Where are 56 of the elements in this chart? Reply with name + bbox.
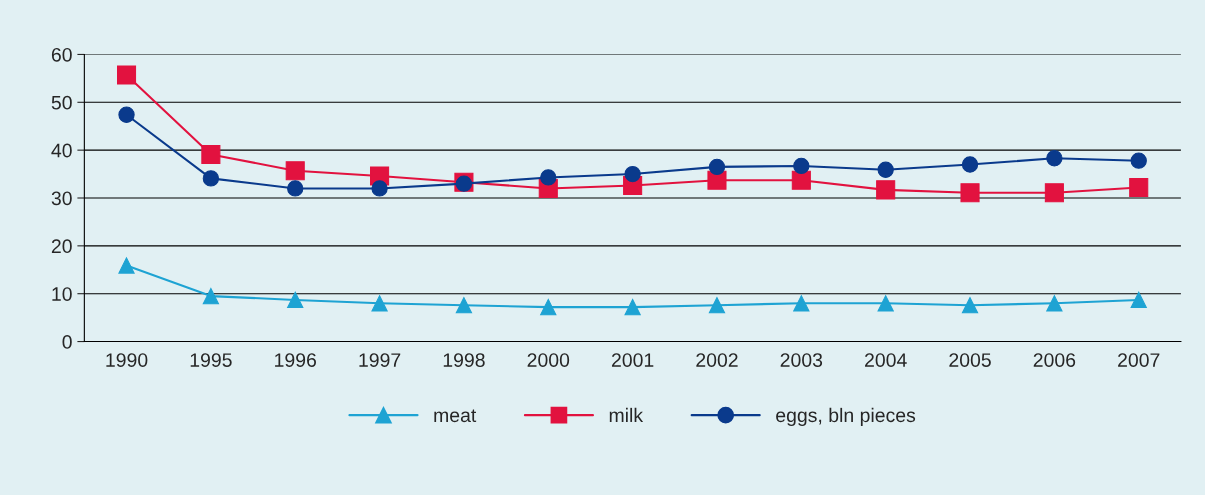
x-tick-label: 1997 <box>359 353 401 367</box>
point <box>1044 183 1064 203</box>
point <box>118 106 135 123</box>
y-tick-label: 50 <box>51 95 72 110</box>
point <box>708 158 726 176</box>
point <box>1046 295 1063 312</box>
y-tick-label: 0 <box>62 335 72 349</box>
x-tick-label: 2006 <box>1033 353 1076 367</box>
point <box>118 257 135 274</box>
point <box>624 165 641 183</box>
point <box>793 157 810 175</box>
x-tick-label: 2005 <box>949 353 991 367</box>
y-tick-label: 10 <box>52 287 72 301</box>
point <box>1046 150 1063 167</box>
legend-label: meat <box>434 409 477 423</box>
point <box>793 295 810 312</box>
x-tick-label: 2004 <box>865 353 907 367</box>
point <box>371 295 388 312</box>
point <box>876 180 896 200</box>
point <box>1130 291 1147 309</box>
point <box>877 161 894 178</box>
y-tick-label: 60 <box>51 47 72 62</box>
point <box>287 291 304 309</box>
point <box>1130 152 1147 169</box>
point <box>455 297 473 314</box>
point <box>791 170 811 190</box>
point <box>202 287 220 305</box>
x-tick-label: 1990 <box>106 353 148 367</box>
point <box>287 180 304 197</box>
point <box>961 297 979 314</box>
point <box>116 65 137 85</box>
point <box>961 156 979 173</box>
x-tick-label: 2000 <box>527 353 570 367</box>
x-tick-label: 2001 <box>611 353 654 367</box>
point <box>624 298 641 316</box>
point <box>540 298 557 316</box>
point <box>960 183 980 203</box>
legend-label: milk <box>609 407 644 422</box>
y-tick-label: 40 <box>51 143 72 158</box>
y-tick-label: 30 <box>51 191 72 206</box>
x-tick-label: 2003 <box>780 353 823 367</box>
point <box>708 297 726 314</box>
x-tick-label: 2007 <box>1118 353 1160 367</box>
point <box>371 180 388 197</box>
point <box>1129 177 1149 198</box>
x-tick-label: 1996 <box>275 353 316 367</box>
x-tick-label: 2002 <box>696 353 738 367</box>
point <box>202 170 220 187</box>
x-tick-label: 1998 <box>443 353 485 367</box>
point <box>540 169 557 186</box>
y-tick-label: 20 <box>51 239 72 254</box>
x-tick-label: 1995 <box>190 353 232 367</box>
point <box>285 161 305 181</box>
point <box>877 295 894 312</box>
point <box>201 144 221 164</box>
legend-label: eggs, bln pieces <box>776 407 916 426</box>
